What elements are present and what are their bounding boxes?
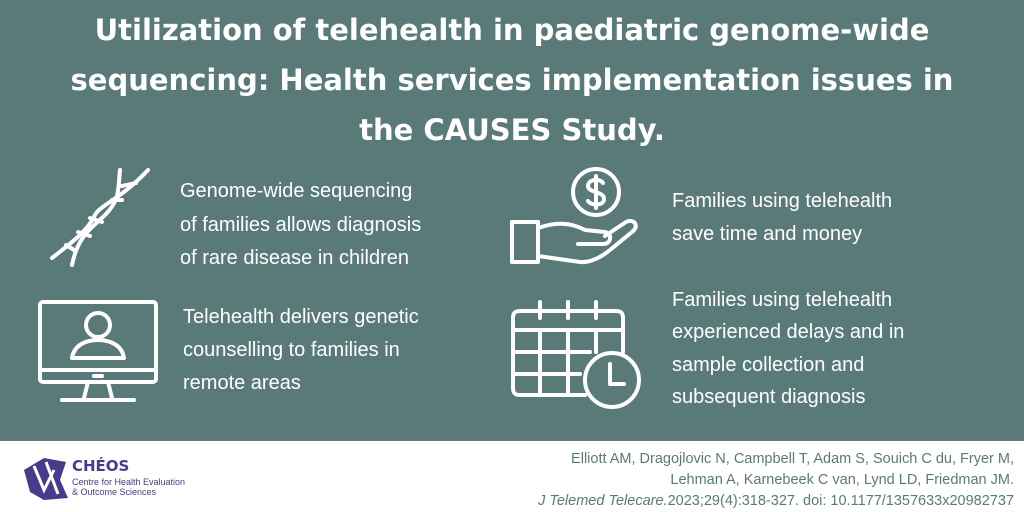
- item-text: remote areas: [183, 372, 301, 394]
- item-text: Families using telehealth: [672, 190, 892, 212]
- item-text: of families allows diagnosis: [180, 214, 421, 236]
- logo-text: & Outcome Sciences: [72, 487, 157, 497]
- title-line: the CAUSES Study.: [359, 113, 665, 147]
- footer-background: [0, 441, 1024, 512]
- citation-details: 2023;29(4):318-327. doi: 10.1177/1357633…: [668, 493, 1014, 509]
- citation-line: Elliott AM, Dragojlovic N, Campbell T, A…: [571, 451, 1014, 467]
- journal: J Telemed Telecare.: [537, 493, 668, 509]
- item-text: of rare disease in children: [180, 247, 409, 269]
- item-text: Families using telehealth: [672, 289, 892, 311]
- title-line: sequencing: Health services implementati…: [71, 63, 954, 97]
- money-icon: [510, 167, 638, 265]
- calendar-icon: [511, 300, 641, 409]
- logo-text: Centre for Health Evaluation: [72, 477, 185, 487]
- item-text: experienced delays and in: [672, 321, 904, 343]
- item-text: sample collection and: [672, 354, 864, 376]
- title-line: Utilization of telehealth in paediatric …: [95, 13, 930, 47]
- dna-icon: [50, 168, 150, 267]
- logo-name: CHÉOS: [72, 456, 129, 475]
- monitor-icon: [38, 300, 158, 402]
- item-text: Telehealth delivers genetic: [183, 306, 419, 328]
- item-text: save time and money: [672, 223, 862, 245]
- citation-line: Lehman A, Karnebeek C van, Lynd LD, Frie…: [670, 472, 1014, 488]
- item-text: Genome-wide sequencing: [180, 180, 412, 202]
- item-text: subsequent diagnosis: [672, 386, 865, 408]
- citation-line: J Telemed Telecare.2023;29(4):318-327. d…: [537, 493, 1014, 509]
- logo-mark: [24, 458, 68, 500]
- item-text: counselling to families in: [183, 339, 400, 361]
